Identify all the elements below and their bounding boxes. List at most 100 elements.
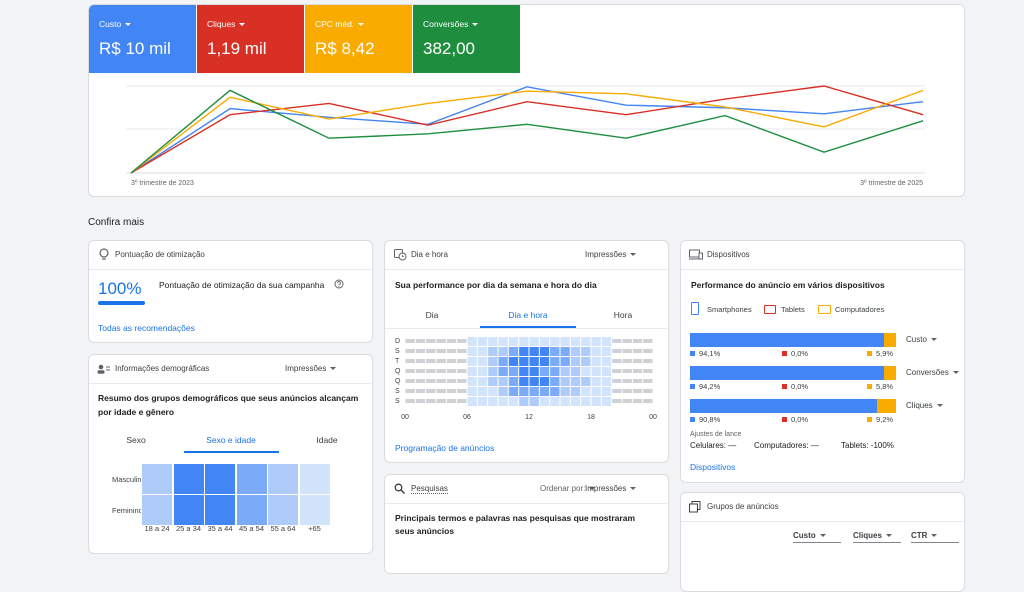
heat-cell bbox=[457, 399, 467, 403]
bar-segment bbox=[690, 366, 885, 380]
heat-cell bbox=[436, 389, 446, 393]
heat-cell bbox=[488, 367, 498, 376]
card-title: Dia e hora bbox=[411, 250, 448, 259]
devices-icon bbox=[689, 249, 703, 260]
x-tick-label: 3º trimestre de 2023 bbox=[131, 180, 194, 187]
bid-title: Ajustes de lance bbox=[690, 431, 742, 438]
help-icon[interactable] bbox=[334, 279, 344, 289]
heat-cell bbox=[415, 399, 426, 403]
tab[interactable]: Hora bbox=[613, 310, 633, 320]
heat-cell bbox=[519, 357, 529, 366]
metric-dropdown[interactable]: Impressões bbox=[285, 364, 336, 373]
search-icon bbox=[394, 483, 406, 495]
heat-cell bbox=[488, 357, 498, 366]
link[interactable]: Todas as recomendações bbox=[98, 323, 195, 333]
bar-segment bbox=[884, 366, 896, 380]
heat-cell bbox=[142, 464, 172, 494]
tab[interactable]: Sexo e idade bbox=[206, 435, 256, 445]
heat-cell bbox=[508, 357, 519, 366]
metric-tile[interactable]: Conversões 382,00 bbox=[413, 5, 520, 73]
legend-label: Tablets bbox=[781, 305, 805, 314]
heat-cell bbox=[498, 347, 508, 356]
legend-icon bbox=[691, 302, 699, 315]
heat-cell bbox=[498, 387, 508, 396]
heat-cell bbox=[550, 387, 560, 396]
bar-value-label: 94,2% bbox=[699, 382, 721, 391]
heat-cell bbox=[405, 389, 415, 393]
tab[interactable]: Dia bbox=[425, 310, 439, 320]
heat-cell bbox=[622, 379, 632, 383]
clock-icon bbox=[394, 249, 407, 261]
heat-cell bbox=[498, 357, 508, 366]
heat-cell bbox=[601, 397, 612, 406]
people-icon bbox=[97, 364, 110, 374]
bar-value-label: 9,2% bbox=[876, 415, 894, 424]
bar-value-label: 5,8% bbox=[876, 382, 894, 391]
column-dropdown[interactable]: Custo bbox=[793, 531, 841, 543]
heat-cell bbox=[519, 387, 529, 396]
column-label: 35 a 44 bbox=[207, 524, 233, 533]
heat-cell bbox=[205, 464, 235, 494]
bulb-icon bbox=[99, 248, 109, 260]
heat-cell bbox=[560, 377, 570, 386]
heat-cell bbox=[436, 359, 446, 363]
sort-dropdown[interactable]: Impressões bbox=[585, 484, 636, 493]
day-label: S bbox=[395, 348, 400, 355]
link[interactable]: Dispositivos bbox=[690, 462, 736, 472]
metric-dropdown[interactable]: Impressões bbox=[585, 250, 636, 259]
card-title[interactable]: Pesquisas bbox=[411, 484, 448, 494]
metric-tile[interactable]: Cliques 1,19 mil bbox=[197, 5, 304, 73]
column-label: 18 a 24 bbox=[144, 524, 170, 533]
bar-value-label: 5,9% bbox=[876, 349, 894, 358]
metric-value: R$ 8,42 bbox=[315, 39, 375, 58]
heat-cell bbox=[539, 347, 550, 356]
trend-line bbox=[130, 89, 924, 174]
heat-cell bbox=[612, 339, 622, 343]
trend-line bbox=[130, 89, 924, 174]
heat-cell bbox=[446, 399, 457, 403]
bid-adjustment: Tablets: -100% bbox=[841, 441, 894, 450]
sort-label: Ordenar por: bbox=[540, 484, 595, 493]
metric-value: R$ 10 mil bbox=[99, 39, 171, 58]
heat-cell bbox=[570, 387, 581, 396]
heat-cell bbox=[488, 337, 498, 346]
heat-cell bbox=[643, 349, 653, 353]
heat-cell bbox=[436, 349, 446, 353]
heat-cell bbox=[415, 339, 426, 343]
heat-cell bbox=[236, 464, 267, 494]
heat-cell bbox=[612, 389, 622, 393]
heat-cell bbox=[622, 369, 632, 373]
column-dropdown[interactable]: Cliques bbox=[853, 531, 901, 543]
legend-label: Computadores bbox=[835, 305, 885, 314]
metric-dropdown[interactable]: Cliques bbox=[906, 401, 943, 410]
metric-tile[interactable]: CPC méd. R$ 8,42 bbox=[305, 5, 412, 73]
column-dropdown[interactable]: CTR bbox=[911, 531, 959, 543]
heat-cell bbox=[581, 337, 591, 346]
heat-cell bbox=[426, 379, 436, 383]
bar-value-label: 0,0% bbox=[791, 349, 809, 358]
metric-tile[interactable]: Custo R$ 10 mil bbox=[89, 5, 196, 73]
legend-swatch bbox=[867, 384, 872, 389]
heat-cell bbox=[299, 495, 330, 525]
heat-cell bbox=[426, 369, 436, 373]
metric-name: Custo bbox=[99, 19, 131, 29]
heat-cell bbox=[539, 367, 550, 376]
tab[interactable]: Idade bbox=[316, 435, 338, 445]
tab[interactable]: Sexo bbox=[126, 435, 146, 445]
tab[interactable]: Dia e hora bbox=[508, 310, 548, 320]
heat-cell bbox=[457, 349, 467, 353]
legend-swatch bbox=[782, 417, 787, 422]
heat-cell bbox=[477, 367, 488, 376]
metric-value: 382,00 bbox=[423, 39, 475, 58]
heat-cell bbox=[477, 387, 488, 396]
heat-cell bbox=[529, 397, 539, 406]
heat-cell bbox=[446, 369, 457, 373]
column-label: +65 bbox=[308, 524, 321, 533]
metric-dropdown[interactable]: Custo bbox=[906, 335, 937, 344]
heat-cell bbox=[622, 349, 632, 353]
metric-dropdown[interactable]: Conversões bbox=[906, 368, 959, 377]
link[interactable]: Programação de anúncios bbox=[395, 443, 495, 453]
bar-segment bbox=[877, 399, 896, 413]
heat-cell bbox=[477, 397, 488, 406]
